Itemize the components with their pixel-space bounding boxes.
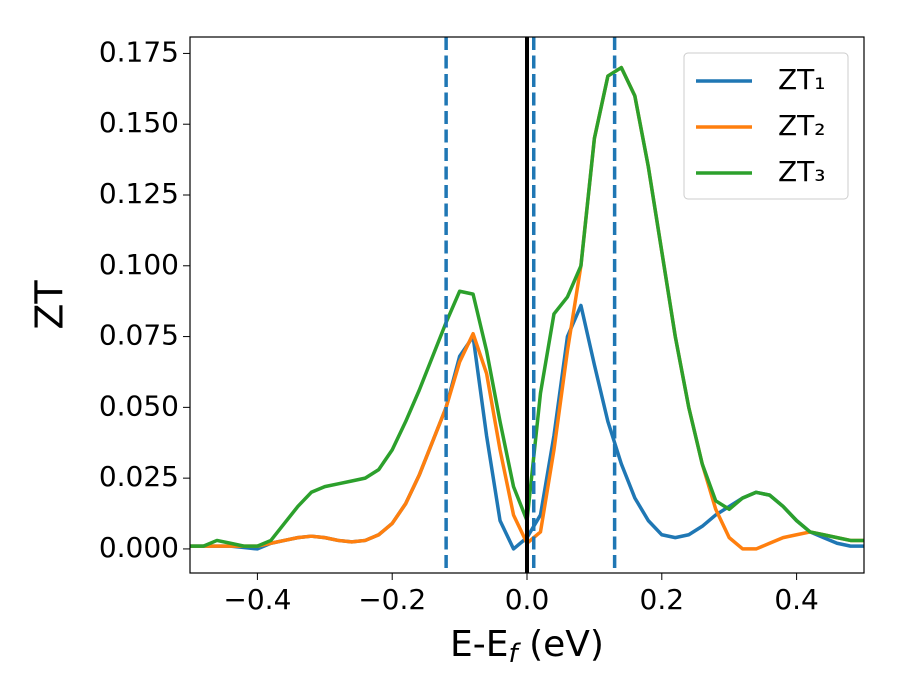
plot-frame xyxy=(189,36,865,574)
y-tick-label: 0.075 xyxy=(99,319,179,352)
x-label-part: (eV) xyxy=(518,624,604,665)
y-tick-label: 0.000 xyxy=(99,531,179,564)
legend-label: ZT₃ xyxy=(778,155,826,188)
x-axis-label: E-Ef (eV) xyxy=(450,624,604,669)
legend-box xyxy=(683,52,849,200)
y-tick-label: 0.050 xyxy=(99,389,179,422)
y-tick-label: 0.025 xyxy=(99,460,179,493)
x-tick-label: 0.4 xyxy=(774,583,819,616)
x-tick-label: 0.2 xyxy=(640,583,685,616)
x-tick-label: −0.2 xyxy=(358,583,426,616)
y-tick-label: 0.125 xyxy=(99,177,179,210)
legend-label: ZT₂ xyxy=(778,109,826,142)
y-tick-label: 0.150 xyxy=(99,106,179,139)
x-tick-label: 0.0 xyxy=(505,583,550,616)
legend-label: ZT₁ xyxy=(778,63,826,96)
y-tick-label: 0.175 xyxy=(99,35,179,68)
x-label-part: E-E xyxy=(450,624,508,665)
x-tick-label: −0.4 xyxy=(223,583,291,616)
y-axis-label: ZT xyxy=(28,280,72,330)
plot-area xyxy=(190,37,864,573)
y-tick-label: 0.100 xyxy=(99,248,179,281)
